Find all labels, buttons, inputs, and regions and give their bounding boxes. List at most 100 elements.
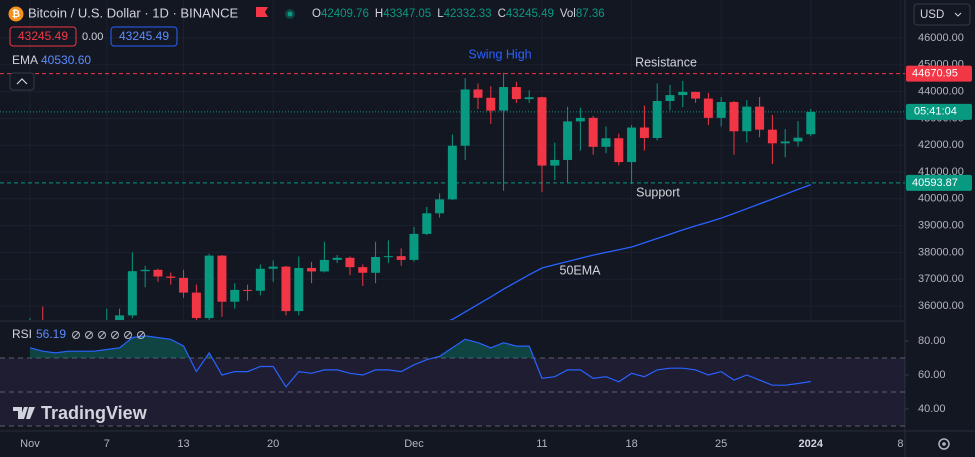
buy-box[interactable] [110,26,178,47]
currency-chevron [954,12,962,17]
ohlc-value: 43347.05 [383,8,431,20]
candle-body [332,257,342,260]
y-tick-label: 36000.00 [918,300,964,312]
collapse-button[interactable] [9,72,35,91]
candle-body [524,97,534,100]
candle-body [230,289,240,302]
candle-body [447,145,457,200]
ema-legend-name: EMA [12,53,38,67]
y-tick-label: 46000.00 [918,32,964,44]
candle-body [767,129,777,144]
candle-body [652,100,662,138]
ema-line [448,183,812,320]
x-tick-label: 20 [267,438,279,450]
candle-body [486,97,496,111]
legend: ₿ Bitcoin / U.S. Dollar · 1D · BINANCE O… [8,3,971,450]
overbought-fill [30,335,811,359]
rsi-pane [0,335,905,427]
ohlc-label: L [437,8,444,20]
candle-body [806,111,816,135]
candle-body [780,141,790,144]
candle-body [473,89,483,98]
vol-value: 87.36 [576,8,605,20]
rsi-tick-label: 40.00 [918,403,946,415]
candle-body [729,102,739,132]
candle-body [345,257,355,268]
sell-price: 43245.49 [18,29,68,43]
rsi-legend-name: RSI [12,327,32,341]
settings-icon-center [942,442,946,446]
bitcoin-icon-glyph: ₿ [12,8,20,20]
candle-body [742,106,752,132]
ohlc-label: O [312,8,321,20]
x-tick-label: 25 [715,438,727,450]
x-tick-label: 18 [625,438,637,450]
logo-mark [13,407,35,419]
candle-body [281,266,291,312]
rsi-tick-label: 80.00 [918,335,946,347]
level-annotation: Resistance [635,55,697,69]
x-tick-label: Dec [404,438,424,450]
candle-body [703,98,713,118]
candle-body [217,255,227,302]
candle-body [358,267,368,273]
candle-body [563,121,573,160]
currency: USD [920,9,944,21]
countdown-label: 05:41:04 [914,106,957,118]
candle-body [511,87,521,100]
level-price-box [906,174,972,191]
symbol-title: Bitcoin / U.S. Dollar · 1D · BINANCE [28,5,239,20]
x-tick-label: Nov [20,438,40,450]
candle-body [639,127,649,138]
candle-body [499,87,509,111]
level-price-label: 44670.95 [912,68,958,80]
candle-body [255,268,265,291]
candle-body [601,138,611,147]
candle-body [319,259,329,272]
candle-body [243,289,253,291]
candle-body [268,266,278,269]
flag-icon[interactable] [256,7,268,17]
candle-body [422,213,432,234]
candle-body [307,267,317,272]
candle-body [793,137,803,142]
ohlc-legend: O42409.76 H43347.05 L42332.33 C43245.49 Vol8… [312,8,605,20]
y-tick-label: 42000.00 [918,139,964,151]
candle-body [550,159,560,166]
ohlc-label: H [375,8,383,20]
level-price-box [906,65,972,82]
rsi-legend-value: 56.19 [36,327,66,341]
settings-icon[interactable] [938,438,950,450]
annotation: 50EMA [560,263,602,277]
y-tick-label: 44000.00 [918,86,964,98]
candle-body [588,117,598,147]
x-tick-label: 8 [897,438,903,450]
candle-body [409,233,419,260]
logo: TradingView [13,403,148,423]
x-tick-label: 11 [536,438,547,450]
logo-text: TradingView [41,403,148,423]
candle-body [153,269,163,277]
ohlc-label: C [498,8,506,20]
candle-body [665,95,675,101]
x-tick-label: 7 [104,438,110,450]
candle-body [627,127,637,163]
sell-box[interactable] [9,26,77,47]
candle-body [691,91,701,99]
rsi-tick-label: 60.00 [918,369,946,381]
candle-body [716,102,726,118]
x-tick-label: 2024 [799,438,824,450]
ema-legend-value: 40530.60 [41,53,91,67]
candle-body [140,269,150,272]
candle-body [435,199,445,214]
y-tick-label: 40000.00 [918,193,964,205]
vol-label: Vol [560,8,576,20]
currency-box[interactable] [913,3,971,26]
x-tick-label: 13 [177,438,189,450]
candle-body [460,89,470,146]
level-annotation: Support [636,185,680,199]
candle-body [678,91,688,96]
candle-body [755,106,765,130]
